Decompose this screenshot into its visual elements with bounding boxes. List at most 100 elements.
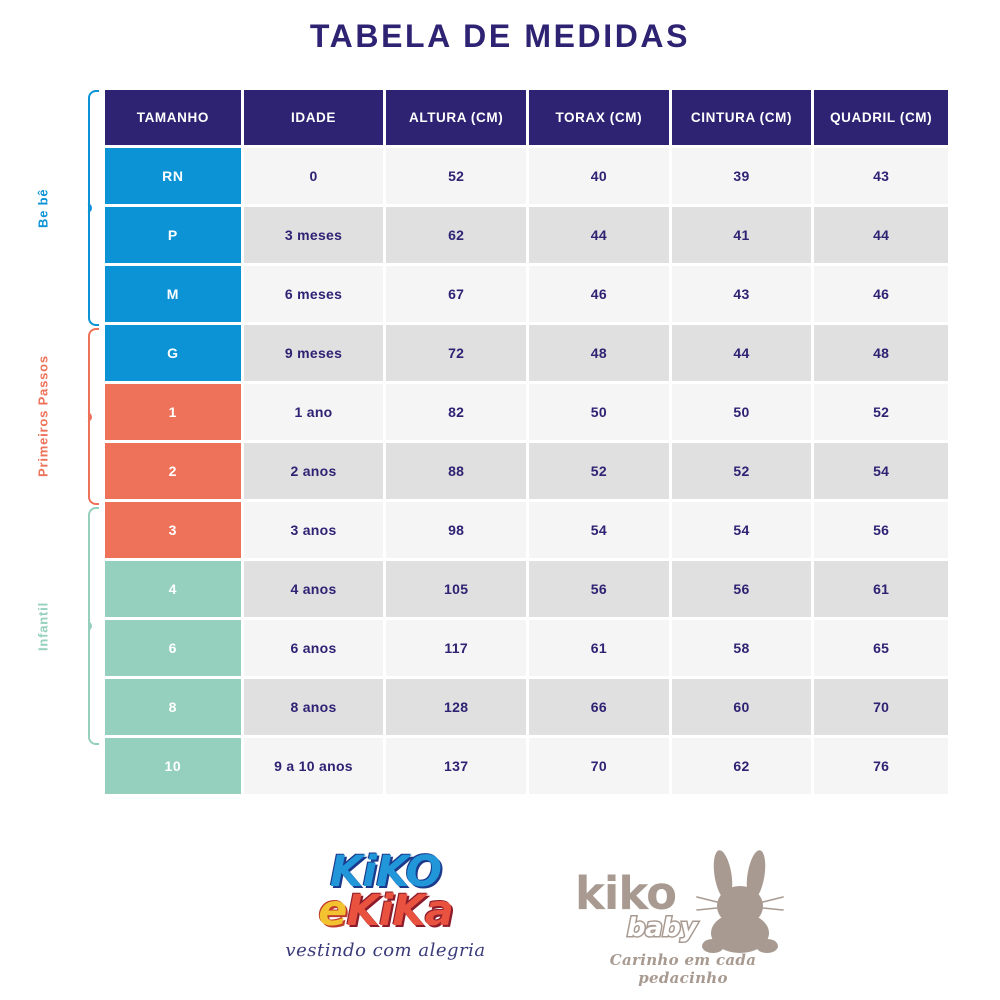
cell-idade: 2 anos — [243, 443, 384, 499]
cell-altura: 72 — [386, 325, 526, 381]
page-title: TABELA DE MEDIDAS — [309, 18, 691, 54]
cell-cintura: 60 — [671, 679, 812, 735]
logo-kiko-baby-name: kiko — [575, 867, 677, 920]
cell-idade: 6 anos — [243, 620, 384, 676]
cell-tamanho: P — [105, 207, 241, 263]
cell-cintura: 44 — [671, 325, 812, 381]
group-label-bebe: Be bê — [35, 188, 51, 228]
cell-altura: 82 — [386, 384, 526, 440]
logo-e-text: e — [318, 886, 347, 936]
cell-tamanho: 10 — [105, 738, 241, 794]
cell-quadril: 61 — [814, 561, 949, 617]
cell-cintura: 52 — [671, 443, 812, 499]
cell-altura: 88 — [386, 443, 526, 499]
cell-idade: 3 meses — [243, 207, 384, 263]
cell-altura: 98 — [386, 502, 526, 558]
table-row: 4 4 anos 105 56 56 61 — [105, 561, 949, 617]
cell-torax: 66 — [529, 679, 669, 735]
cell-cintura: 41 — [671, 207, 812, 263]
cell-torax: 56 — [529, 561, 669, 617]
cell-quadril: 56 — [814, 502, 949, 558]
cell-quadril: 46 — [814, 266, 949, 322]
cell-quadril: 65 — [814, 620, 949, 676]
group-label-primeiros-passos: Primeiros Passos — [35, 355, 51, 478]
cell-torax: 50 — [529, 384, 669, 440]
cell-torax: 46 — [529, 266, 669, 322]
column-header-quadril: QUADRIL (CM) — [814, 90, 949, 145]
cell-cintura: 43 — [671, 266, 812, 322]
logo-kiko-baby: kiko baby Carinho em cada pedacinho — [565, 850, 795, 991]
logo-kiko-baby-sub: baby — [626, 912, 699, 945]
cell-torax: 54 — [529, 502, 669, 558]
cell-quadril: 52 — [814, 384, 949, 440]
cell-altura: 105 — [386, 561, 526, 617]
cell-cintura: 62 — [671, 738, 812, 794]
table-row: G 9 meses 72 48 44 48 — [105, 325, 949, 381]
cell-altura: 52 — [386, 148, 526, 204]
cell-idade: 0 — [243, 148, 384, 204]
rabbit-icon — [696, 850, 784, 953]
cell-cintura: 50 — [671, 384, 812, 440]
cell-altura: 128 — [386, 679, 526, 735]
logo-kika-text: KiKa — [346, 886, 453, 936]
cell-cintura: 39 — [671, 148, 812, 204]
brace-bebe — [88, 90, 99, 326]
table-header-row: TAMANHO IDADE ALTURA (CM) TORAX (CM) CIN… — [105, 90, 949, 145]
table-row: 1 1 ano 82 50 50 52 — [105, 384, 949, 440]
cell-idade: 3 anos — [243, 502, 384, 558]
logo-kiko-baby-tagline: Carinho em cada pedacinho — [609, 951, 757, 987]
cell-tamanho: M — [105, 266, 241, 322]
cell-torax: 40 — [529, 148, 669, 204]
cell-quadril: 43 — [814, 148, 949, 204]
cell-tamanho: 2 — [105, 443, 241, 499]
cell-torax: 70 — [529, 738, 669, 794]
logo-area: KiKO eKiKa vestindo com alegria kiko bab… — [0, 845, 1000, 995]
cell-altura: 62 — [386, 207, 526, 263]
column-header-idade: IDADE — [243, 90, 384, 145]
cell-idade: 1 ano — [243, 384, 384, 440]
cell-cintura: 54 — [671, 502, 812, 558]
cell-tamanho: 8 — [105, 679, 241, 735]
column-header-tamanho: TAMANHO — [105, 90, 241, 145]
group-label-infantil: Infantil — [35, 601, 51, 651]
logo-kiko-e-kika: KiKO eKiKa vestindo com alegria — [268, 845, 503, 990]
cell-quadril: 70 — [814, 679, 949, 735]
cell-torax: 48 — [529, 325, 669, 381]
cell-altura: 67 — [386, 266, 526, 322]
cell-torax: 52 — [529, 443, 669, 499]
brace-infantil — [88, 507, 99, 745]
table-row: M 6 meses 67 46 43 46 — [105, 266, 949, 322]
cell-idade: 8 anos — [243, 679, 384, 735]
cell-idade: 9 meses — [243, 325, 384, 381]
column-header-torax: TORAX (CM) — [529, 90, 669, 145]
table-row: RN 0 52 40 39 43 — [105, 148, 949, 204]
cell-torax: 61 — [529, 620, 669, 676]
cell-torax: 44 — [529, 207, 669, 263]
cell-tamanho: G — [105, 325, 241, 381]
measurements-table: TAMANHO IDADE ALTURA (CM) TORAX (CM) CIN… — [105, 90, 949, 797]
table-row: 10 9 a 10 anos 137 70 62 76 — [105, 738, 949, 794]
column-header-altura: ALTURA (CM) — [386, 90, 526, 145]
cell-tamanho: 3 — [105, 502, 241, 558]
cell-cintura: 56 — [671, 561, 812, 617]
cell-idade: 6 meses — [243, 266, 384, 322]
cell-tamanho: RN — [105, 148, 241, 204]
column-header-cintura: CINTURA (CM) — [671, 90, 812, 145]
cell-quadril: 54 — [814, 443, 949, 499]
logo-ekika-line: eKiKa — [268, 890, 503, 933]
cell-idade: 4 anos — [243, 561, 384, 617]
cell-tamanho: 4 — [105, 561, 241, 617]
group-markers: Be bê Primeiros Passos Infantil — [0, 90, 105, 810]
table-row: P 3 meses 62 44 41 44 — [105, 207, 949, 263]
table-row: 3 3 anos 98 54 54 56 — [105, 502, 949, 558]
cell-altura: 137 — [386, 738, 526, 794]
logo-kiko-e-kika-tagline: vestindo com alegria — [285, 940, 486, 961]
table-row: 8 8 anos 128 66 60 70 — [105, 679, 949, 735]
cell-tamanho: 1 — [105, 384, 241, 440]
cell-quadril: 76 — [814, 738, 949, 794]
cell-altura: 117 — [386, 620, 526, 676]
table-row: 2 2 anos 88 52 52 54 — [105, 443, 949, 499]
cell-tamanho: 6 — [105, 620, 241, 676]
logo-kiko-text: KiKO — [329, 847, 442, 897]
cell-quadril: 44 — [814, 207, 949, 263]
